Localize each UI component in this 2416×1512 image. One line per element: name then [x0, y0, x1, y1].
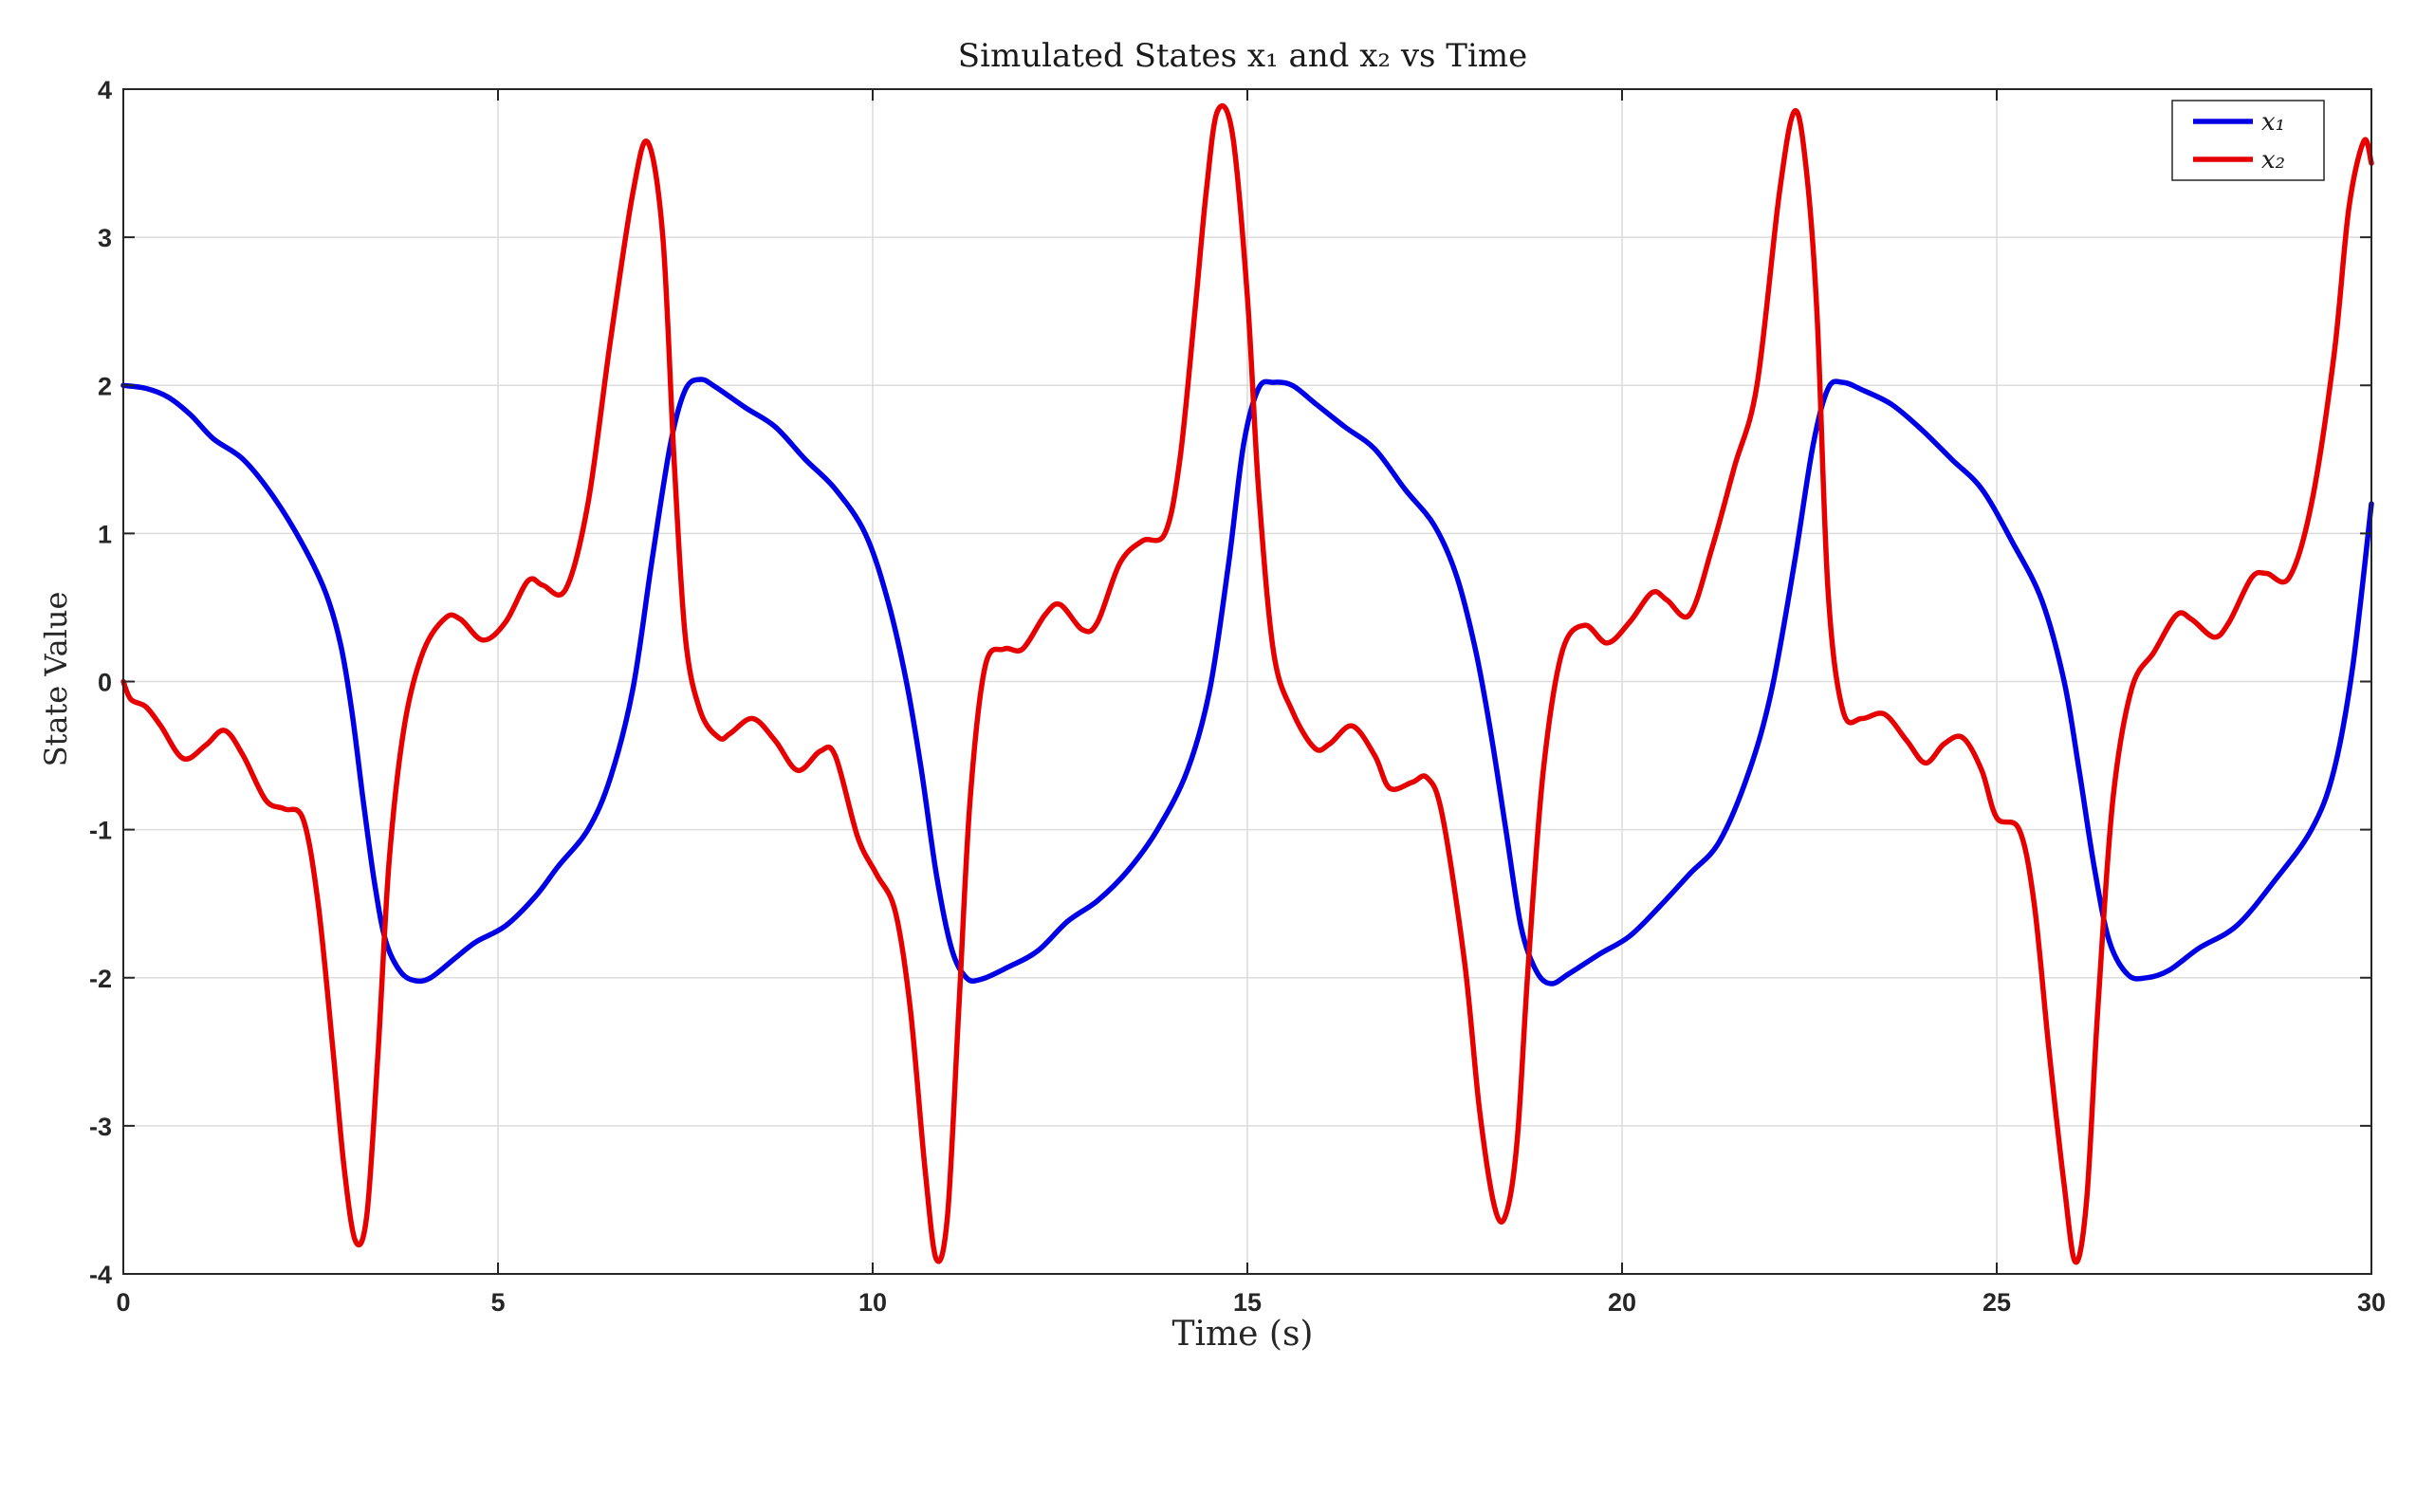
- y-tick-label: -1: [89, 817, 112, 845]
- y-tick-label: 0: [98, 669, 112, 697]
- chart-title: Simulated States x₁ and x₂ vs Time: [958, 37, 1527, 75]
- x-tick-label: 20: [1608, 1288, 1636, 1317]
- x-axis-label: Time (s): [1172, 1315, 1314, 1354]
- grid-lines: [122, 88, 2372, 1275]
- series-lines: [120, 102, 2374, 1265]
- y-tick-label: 3: [98, 224, 112, 252]
- y-tick-label: -3: [89, 1113, 112, 1141]
- y-axis-label: State Value: [38, 592, 74, 767]
- x-tick-label: 15: [1233, 1288, 1262, 1317]
- x-tick-label: 0: [116, 1288, 130, 1317]
- y-tick-label: -4: [89, 1261, 112, 1289]
- y-tick-label: 2: [98, 372, 112, 400]
- legend-box: [2171, 100, 2325, 181]
- legend-label-x1: x₁: [2261, 108, 2285, 137]
- x-tick-label: 10: [858, 1288, 887, 1317]
- x-tick-label: 30: [2357, 1288, 2386, 1317]
- x-tick-label: 25: [1983, 1288, 2011, 1317]
- legend: x₁ x₂: [2171, 100, 2325, 181]
- y-tick-label: 1: [98, 520, 112, 548]
- legend-label-x2: x₂: [2261, 146, 2285, 175]
- y-tick-label: -2: [89, 965, 112, 993]
- y-tick-label: 4: [98, 76, 112, 104]
- series-line-x2: [120, 102, 2374, 1265]
- series-line-x1: [120, 377, 2374, 986]
- x-tick-label: 5: [490, 1288, 505, 1317]
